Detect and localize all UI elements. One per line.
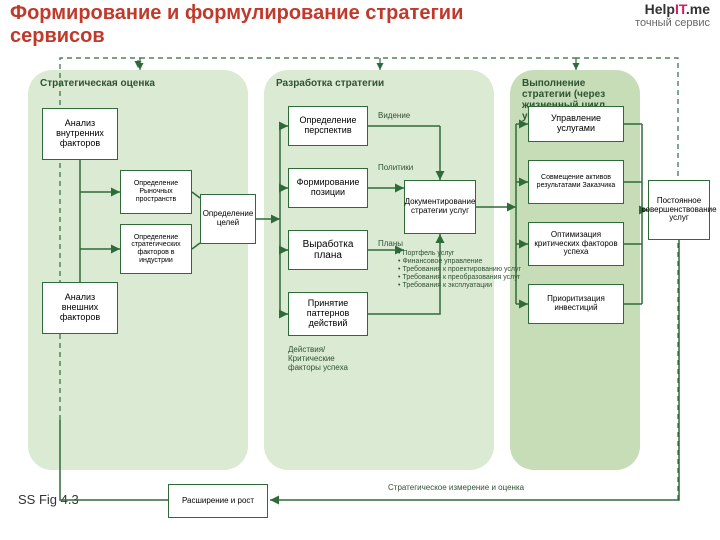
box-b_market: Определение Рыночных пространств (120, 170, 192, 214)
box-b_plan: Выработка плана (288, 230, 368, 270)
box-b_grow: Расширение и рост (168, 484, 268, 518)
column-development-title: Разработка стратегии (276, 78, 482, 89)
annotation-policies: Политики (378, 164, 413, 173)
logo-brand-b: IT (675, 1, 686, 17)
page-title: Формирование и формулирование стратегии … (10, 2, 480, 48)
box-b_pos: Формирование позиции (288, 168, 368, 208)
logo-tagline: точный сервис (635, 17, 710, 29)
annotation-plans: Планы (378, 240, 403, 249)
box-b_patt: Принятие паттернов действий (288, 292, 368, 336)
plan-bullets: Портфель услугФинансовое управлениеТребо… (398, 250, 521, 290)
annotation-vision: Видение (378, 112, 410, 121)
box-b_csi: Постоянное совершенствование услуг (648, 180, 710, 240)
box-b_inv: Приоритизация инвестиций (528, 284, 624, 324)
box-b_persp: Определение перспектив (288, 106, 368, 146)
box-b_csf: Оптимизация критических факторов успеха (528, 222, 624, 266)
box-b_mgmt: Управление услугами (528, 106, 624, 142)
annotation-feedback: Стратегическое измерение и оценка (388, 484, 524, 493)
box-b_doc: Документирование стратегии услуг (404, 180, 476, 234)
logo-brand-c: .me (686, 1, 710, 17)
box-b_int: Анализ внутренних факторов (42, 108, 118, 160)
box-b_goals: Определение целей (200, 194, 256, 244)
box-b_assets: Совмещение активов результатами Заказчик… (528, 160, 624, 204)
column-assessment-title: Стратегическая оценка (40, 78, 236, 89)
logo-brand-a: Help (645, 1, 675, 17)
figure-label: SS Fig 4.3 (18, 492, 79, 507)
box-b_ext: Анализ внешних факторов (42, 282, 118, 334)
box-b_strat: Определение стратегических факторов в ин… (120, 224, 192, 274)
annotation-actions: Действия/ Критические факторы успеха (288, 346, 348, 372)
logo: HelpIT.me точный сервис (635, 2, 710, 29)
